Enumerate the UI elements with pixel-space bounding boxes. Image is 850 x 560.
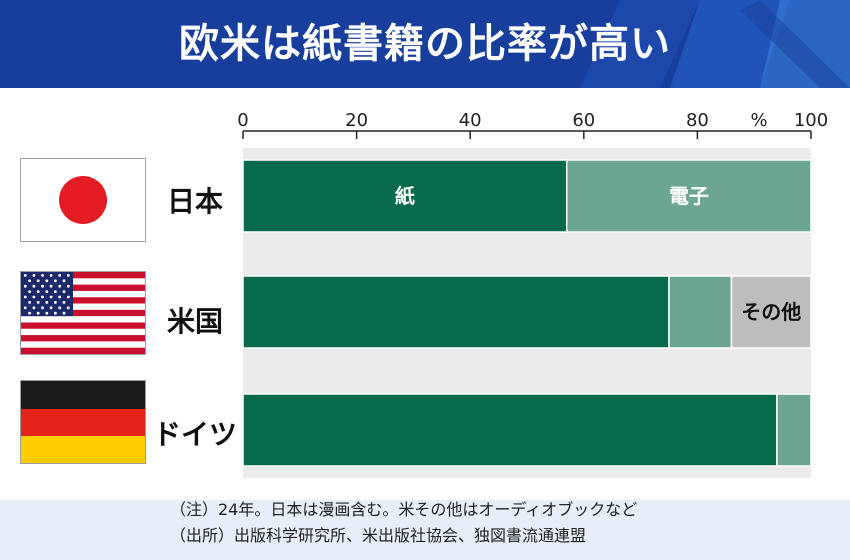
bar-segment	[668, 275, 733, 349]
chart-notes: （注）24年。日本は漫画含む。米その他はオーディオブックなど （出所）出版科学研…	[170, 497, 637, 549]
note-line: （注）24年。日本は漫画含む。米その他はオーディオブックなど	[170, 500, 638, 519]
germany-flag-icon	[20, 380, 146, 464]
x-tick-label: 40	[459, 110, 482, 131]
bar-segment-label: 紙	[395, 184, 415, 208]
bar-segment	[776, 393, 812, 467]
bar-segment	[242, 159, 568, 233]
x-tick-label: 80	[686, 110, 709, 131]
x-tick-label: 20	[345, 110, 368, 131]
source-line: （出所）出版科学研究所、米出版社協会、独図書流通連盟	[170, 526, 587, 545]
japan-flag-icon	[20, 158, 146, 242]
chart-title: 欧米は紙書籍の比率が高い	[179, 21, 671, 67]
header-decoration	[580, 0, 850, 88]
x-tick-label: 100	[794, 110, 828, 131]
x-tick-label: 60	[572, 110, 595, 131]
bar-segment	[566, 159, 812, 233]
x-axis-unit-label: %	[750, 110, 767, 131]
chart-header: 欧米は紙書籍の比率が高い	[0, 0, 850, 88]
bar-segment-label: 電子	[669, 184, 709, 208]
bar-segment	[730, 275, 812, 349]
bar-segment-label: その他	[741, 300, 801, 324]
bar-segment	[242, 393, 778, 467]
usa-flag-icon	[20, 271, 146, 355]
country-label-germany: ドイツ	[152, 418, 237, 451]
country-label-japan: 日本	[166, 185, 223, 218]
x-tick-label: 0	[237, 110, 248, 131]
country-label-usa: 米国	[166, 305, 223, 338]
plot-area: 0 20 40 60 80 100% 紙 電子その他 日本 米国 ドイツ	[0, 88, 850, 500]
bar-segment	[242, 275, 670, 349]
